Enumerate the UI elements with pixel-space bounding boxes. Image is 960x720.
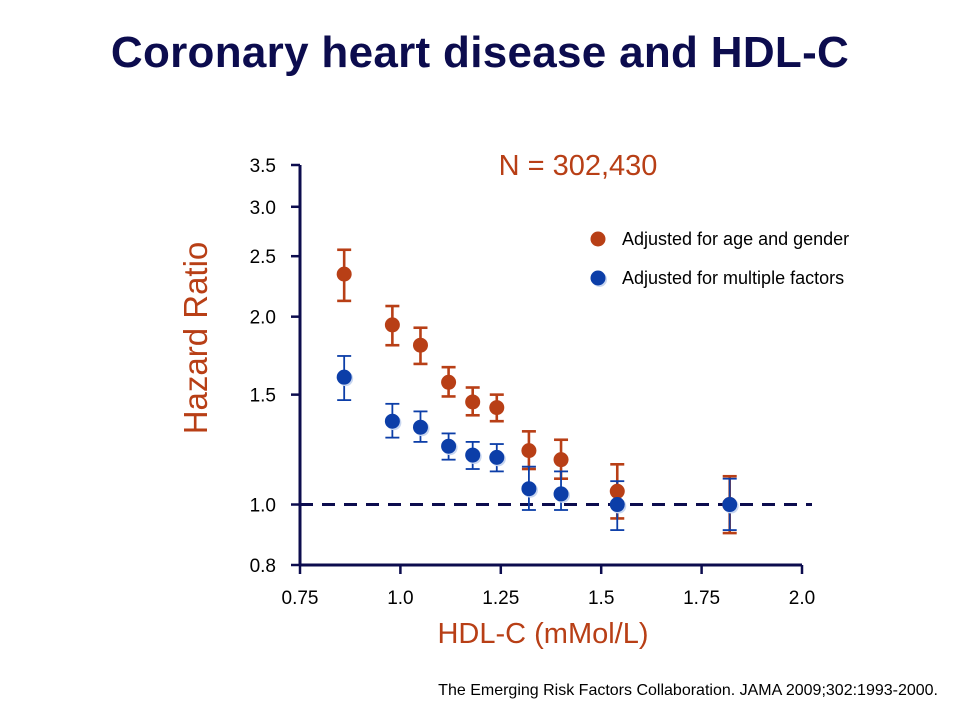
slide-title: Coronary heart disease and HDL-C [110,28,850,77]
legend-label: Adjusted for multiple factors [622,268,844,288]
data-point-multiple-factors [441,438,457,454]
data-marks [336,248,739,535]
data-point-multiple-factors [412,419,428,435]
sample-size-annotation: N = 302,430 [498,150,658,182]
data-point-age-gender [553,452,569,468]
data-point-multiple-factors [489,449,505,465]
legend-label: Adjusted for age and gender [622,229,849,249]
data-point-age-gender [465,394,481,410]
data-point-age-gender [384,317,400,333]
x-tick-label: 1.25 [482,588,519,609]
citation: The Emerging Risk Factors Collaboration.… [438,682,938,699]
data-point-age-gender [412,337,428,353]
data-point-multiple-factors [609,497,625,513]
y-tick-label: 3.5 [250,156,276,177]
x-tick-label: 2.0 [789,588,815,609]
data-point-multiple-factors [384,413,400,429]
y-axis-label: Hazard Ratio [177,241,214,435]
data-point-multiple-factors [521,481,537,497]
x-tick-label: 1.0 [387,588,413,609]
y-tick-label: 2.5 [250,247,276,268]
data-point-multiple-factors [553,486,569,502]
data-point-multiple-factors [336,369,352,385]
y-tick-label: 1.5 [250,386,276,407]
legend-marker [590,270,606,286]
y-tick-label: 3.0 [250,198,276,219]
legend-marker [590,231,606,247]
x-tick-label: 0.75 [282,588,319,609]
x-tick-label: 1.5 [588,588,614,609]
y-tick-label: 2.0 [250,308,276,329]
y-tick-label: 0.8 [250,556,276,577]
data-point-age-gender [441,374,457,390]
y-tick-label: 1.0 [250,496,276,517]
data-point-multiple-factors [465,447,481,463]
data-point-multiple-factors [722,497,738,513]
x-axis-label: HDL-C (mMol/L) [437,618,649,650]
data-point-age-gender [521,443,537,459]
axes: 0.8 1.0 1.5 2.0 2.5 3.0 3.5 0.75 1.0 1.25 1.5 1.75 2… [250,156,816,609]
legend: Adjusted for age and gender Adjusted for … [590,229,849,288]
data-point-age-gender [489,400,505,416]
data-point-age-gender [609,483,625,499]
data-point-age-gender [336,266,352,282]
x-tick-label: 1.75 [683,588,720,609]
